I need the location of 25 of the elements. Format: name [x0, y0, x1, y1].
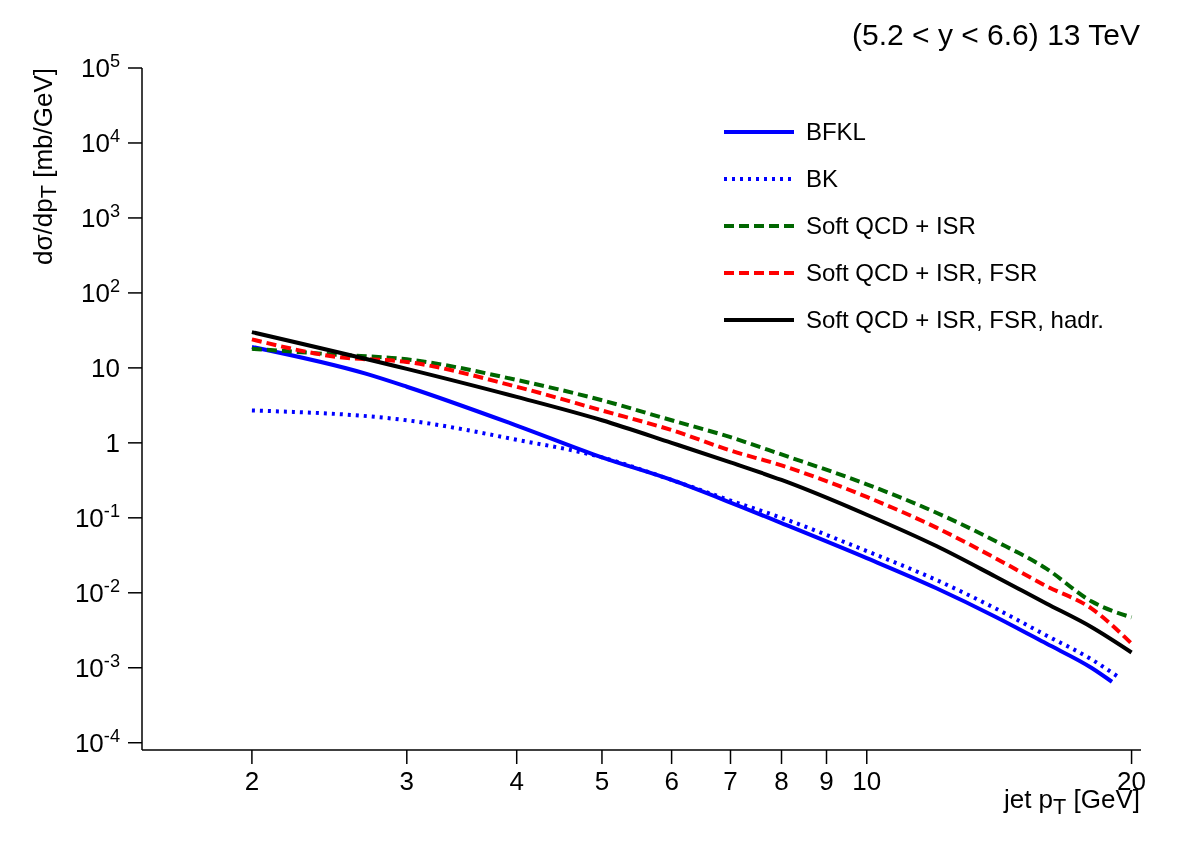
x-tick-label: 5 [594, 766, 610, 796]
y-tick-label: 10$^{-2}$ [74, 575, 120, 608]
y-tick-label: 10$^{2}$ [80, 275, 120, 308]
x-tick-label: 10 [852, 766, 882, 796]
y-tick-label: 10$^{-4}$ [74, 725, 120, 758]
legend-label: BK [805, 164, 838, 193]
y-tick-label: 1 [105, 427, 120, 458]
legend-label: Soft QCD + ISR [805, 211, 976, 240]
y-tick-label: 10$^{5}$ [80, 51, 120, 83]
x-tick-label: 3 [399, 766, 415, 796]
chart-title: (5.2 < y < 6.6) 13 TeV [852, 18, 1140, 52]
y-tick-label: 10 [91, 352, 120, 383]
x-tick-label: 2 [244, 766, 260, 796]
y-tick-label: 10$^{-1}$ [74, 500, 120, 533]
legend-label: Soft QCD + ISR, FSR, hadr. [805, 305, 1104, 334]
y-tick-label: 10$^{-3}$ [74, 650, 120, 683]
x-tick-label: 6 [664, 766, 679, 796]
x-tick-label: 7 [723, 766, 738, 796]
x-tick-label: 9 [819, 766, 834, 796]
x-tick-label: 8 [774, 766, 789, 796]
legend-label: Soft QCD + ISR, FSR [805, 258, 1038, 287]
y-tick-label: 10$^{3}$ [80, 200, 120, 233]
y-tick-label: 10$^{4}$ [80, 125, 120, 158]
x-tick-label: 4 [509, 766, 524, 796]
legend-label: BFKL [805, 117, 866, 146]
